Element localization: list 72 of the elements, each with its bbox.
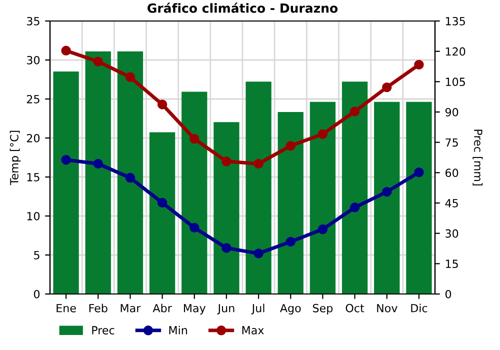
point (254, 158, 264, 169)
point (382, 82, 392, 92)
y-tick-label: 30 (26, 56, 40, 64)
bar (246, 82, 272, 294)
chart-title: Gráfico climático - Durazno (148, 2, 338, 13)
y2-axis-title: Prec [mm] (472, 130, 483, 186)
y2-tick-label: 105 (446, 78, 465, 86)
y2-tick-label: 135 (446, 16, 465, 26)
point (125, 72, 136, 82)
bar (85, 51, 111, 294)
point (190, 222, 200, 233)
x-tick-label: Dic (411, 304, 428, 312)
x-tick-label: Ago (280, 304, 301, 314)
x-tick-label: Oct (346, 304, 364, 312)
y-tick-label: 35 (26, 16, 40, 26)
point (125, 172, 136, 183)
y-tick-label: 10 (27, 212, 40, 220)
x-tick-label: Ene (56, 304, 76, 312)
x-tick-label: Nov (377, 304, 398, 312)
bar (182, 92, 208, 294)
legend-label: Max (242, 326, 264, 334)
y2-tick-label: 0 (445, 290, 452, 298)
bar (310, 102, 336, 294)
point (382, 186, 392, 197)
point (254, 248, 264, 258)
x-tick-label: Mar (120, 304, 141, 312)
y2-tick-label: 60 (446, 168, 458, 178)
legend-label: Min (169, 326, 187, 334)
point (286, 236, 296, 247)
point (350, 106, 360, 116)
point (61, 46, 71, 56)
bar (406, 102, 432, 294)
point (318, 129, 328, 139)
point (190, 134, 200, 144)
point (157, 100, 168, 110)
x-tick-label: Jun (217, 304, 234, 314)
point (93, 158, 103, 169)
x-tick-label: May (184, 304, 206, 314)
bar (214, 122, 240, 294)
y-axis-title: Temp [°C] (10, 130, 21, 186)
x-tick-label: Abr (152, 304, 172, 312)
y-tick-label: 5 (34, 251, 40, 260)
x-tick-label: Feb (89, 304, 108, 312)
y-tick-label: 20 (26, 134, 40, 142)
bar (342, 82, 368, 294)
x-tick-label: Sep (312, 304, 333, 314)
y2-tick-label: 45 (445, 199, 458, 208)
y-tick-label: 25 (26, 94, 40, 104)
y-tick-label: 0 (34, 290, 40, 298)
y2-tick-label: 30 (446, 229, 458, 238)
point (222, 243, 232, 253)
bar (117, 51, 144, 294)
y-tick-label: 15 (27, 173, 40, 182)
y2-tick-label: 75 (446, 138, 458, 147)
point (286, 140, 296, 151)
point (414, 60, 424, 70)
y2-tick-label: 15 (446, 260, 458, 268)
point (414, 167, 424, 178)
x-tick-label: Jul (251, 304, 264, 314)
bar (149, 132, 176, 294)
point (61, 154, 71, 165)
point (222, 156, 232, 166)
bar (53, 72, 79, 294)
point (157, 198, 168, 208)
point (93, 56, 103, 66)
bar (374, 102, 400, 294)
legend-label: Prec (92, 326, 114, 334)
point (318, 224, 328, 234)
y2-tick-label: 120 (446, 47, 466, 56)
point (350, 202, 360, 212)
y2-tick-label: 90 (445, 108, 458, 116)
bar (278, 112, 304, 294)
